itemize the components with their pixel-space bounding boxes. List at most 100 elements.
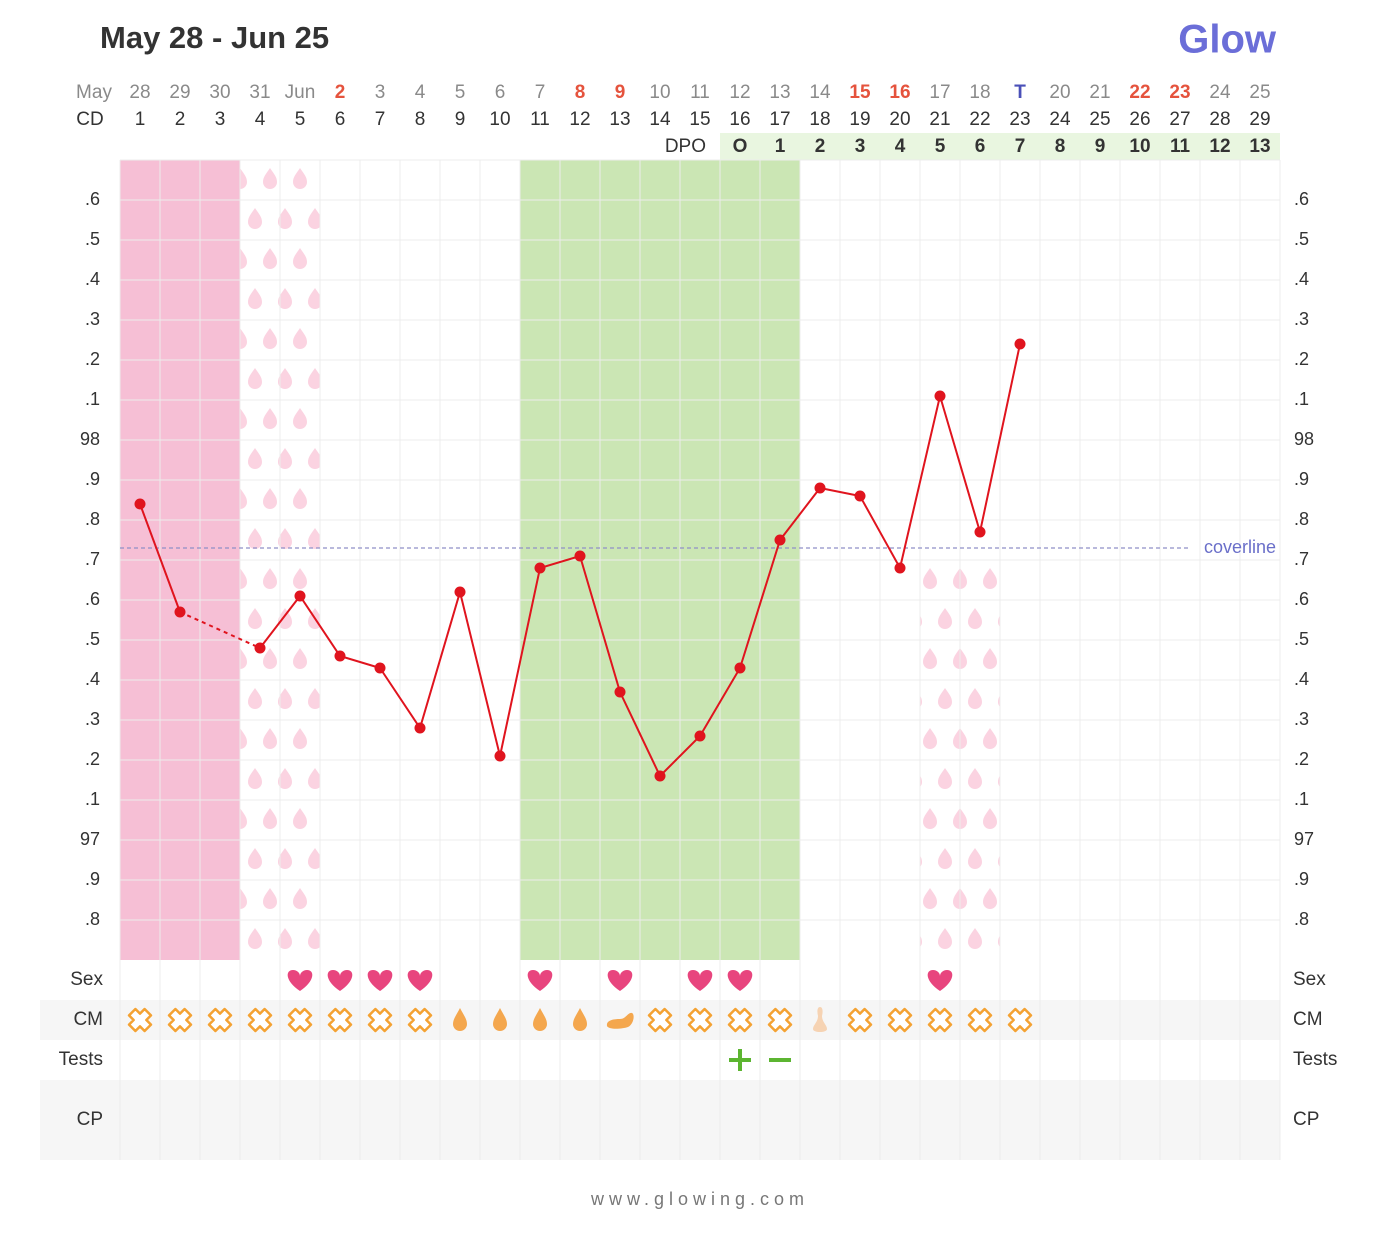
date-label: 21	[1089, 82, 1110, 103]
y-tick-label: .2	[85, 749, 100, 769]
y2-tick-label: .9	[1294, 869, 1309, 889]
cd-label: 19	[849, 109, 870, 130]
temp-point	[374, 662, 386, 674]
dpo-label: 8	[1055, 136, 1066, 157]
cm-dry	[767, 1007, 793, 1033]
cm-dry	[927, 1007, 953, 1033]
cp-row-bg	[40, 1080, 1280, 1160]
date-label: 8	[575, 82, 586, 103]
dpo-label: 6	[975, 136, 986, 157]
cm-eggwhite	[813, 1007, 827, 1032]
cm-dry	[167, 1007, 193, 1033]
y-tick-label: .1	[85, 789, 100, 809]
dpo-label: 9	[1095, 136, 1106, 157]
temp-line	[139, 503, 181, 613]
row-label: Sex	[70, 969, 103, 990]
sex-heart	[927, 970, 953, 991]
cd-label: 21	[929, 109, 950, 130]
cm-dry	[367, 1007, 393, 1033]
temp-point	[534, 562, 546, 574]
cd-label: 12	[569, 109, 590, 130]
date-label: 14	[809, 82, 831, 103]
temp-point	[654, 770, 666, 782]
temp-point	[734, 662, 746, 674]
cd-label: 23	[1009, 109, 1030, 130]
y-tick-label: .3	[85, 309, 100, 329]
sex-heart	[687, 970, 713, 991]
y2-tick-label: .5	[1294, 229, 1309, 249]
cd-label: 10	[489, 109, 510, 130]
sex-heart	[367, 970, 393, 991]
y2-tick-label: .4	[1294, 269, 1309, 289]
date-label: 13	[769, 82, 790, 103]
y2-tick-label: .9	[1294, 469, 1309, 489]
date-label: 11	[690, 82, 710, 103]
date-label: 9	[615, 82, 626, 103]
dpo-label: 3	[855, 136, 866, 157]
row-label-right: CP	[1293, 1109, 1319, 1130]
temp-point	[694, 730, 706, 742]
cd-label: 24	[1049, 109, 1071, 130]
date-label: 22	[1129, 82, 1150, 103]
sex-heart	[327, 970, 353, 991]
dpo-label: 4	[895, 136, 906, 157]
sex-heart	[287, 970, 313, 991]
temp-point	[934, 390, 946, 402]
date-label: 5	[455, 82, 466, 103]
y2-tick-label: .3	[1294, 709, 1309, 729]
temp-line	[259, 343, 1021, 778]
cd-label: 11	[530, 109, 550, 130]
dpo-label: 10	[1129, 136, 1150, 157]
row-label: CM	[73, 1009, 103, 1030]
date-label: 2	[335, 82, 346, 103]
y-tick-label: .1	[85, 389, 100, 409]
dpo-label: 12	[1209, 136, 1230, 157]
date-label: 23	[1169, 82, 1190, 103]
y2-tick-label: .2	[1294, 349, 1309, 369]
date-label: 29	[169, 82, 190, 103]
dpo-label: 1	[775, 136, 786, 157]
dpo-row-bg	[720, 133, 1280, 160]
row-label-right: Tests	[1293, 1049, 1337, 1070]
dpo-label: 2	[815, 136, 826, 157]
cm-dry	[967, 1007, 993, 1033]
sex-heart	[727, 970, 753, 991]
backgrounds	[40, 1000, 1280, 1160]
y2-tick-label: .1	[1294, 389, 1309, 409]
y2-tick-label: 97	[1294, 829, 1314, 849]
cd-label: 15	[689, 109, 710, 130]
temp-point	[614, 686, 626, 698]
date-label: 20	[1049, 82, 1070, 103]
cd-label: 3	[215, 109, 226, 130]
row-label: Tests	[59, 1049, 103, 1070]
temp-point	[1014, 338, 1026, 350]
temp-point	[454, 586, 466, 598]
cm-dry	[647, 1007, 673, 1033]
cm-watery	[493, 1008, 507, 1031]
cd-label: 6	[335, 109, 346, 130]
y-tick-label: .8	[85, 509, 100, 529]
date-label: 10	[649, 82, 670, 103]
y-tick-label: .2	[85, 349, 100, 369]
cd-label: 16	[729, 109, 750, 130]
date-label: T	[1014, 82, 1026, 103]
cd-label: 26	[1129, 109, 1150, 130]
y2-tick-label: .2	[1294, 749, 1309, 769]
temp-point	[134, 498, 146, 510]
date-label: 15	[849, 82, 871, 103]
cd-label: 28	[1209, 109, 1230, 130]
date-label: Jun	[285, 82, 316, 103]
cd-label: 8	[415, 109, 426, 130]
cd-label: 5	[295, 109, 306, 130]
cm-dry	[287, 1007, 313, 1033]
y-tick-label: .3	[85, 709, 100, 729]
row-label-right: CM	[1293, 1009, 1323, 1030]
y2-tick-label: .6	[1294, 589, 1309, 609]
y2-tick-label: .6	[1294, 189, 1309, 209]
y2-tick-label: .1	[1294, 789, 1309, 809]
temp-point	[574, 550, 586, 562]
cd-label: 22	[969, 109, 990, 130]
cd-label: 17	[769, 109, 790, 130]
temp-point	[414, 722, 426, 734]
cd-label: 18	[809, 109, 830, 130]
